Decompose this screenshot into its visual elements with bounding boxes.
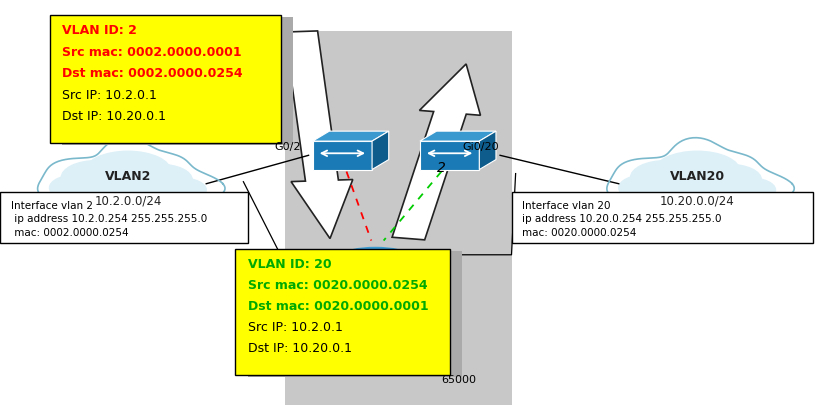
Text: Src IP: 10.2.0.1: Src IP: 10.2.0.1 bbox=[62, 88, 157, 101]
FancyBboxPatch shape bbox=[512, 192, 813, 243]
Text: VLAN ID: 20: VLAN ID: 20 bbox=[248, 257, 331, 270]
Ellipse shape bbox=[721, 178, 775, 202]
Ellipse shape bbox=[152, 178, 206, 202]
Text: ip address 10.20.0.254 255.255.255.0: ip address 10.20.0.254 255.255.255.0 bbox=[522, 214, 722, 224]
FancyBboxPatch shape bbox=[248, 251, 462, 377]
Text: Interface vlan 2: Interface vlan 2 bbox=[11, 200, 92, 211]
Ellipse shape bbox=[636, 171, 758, 201]
Text: Src mac: 0002.0000.0001: Src mac: 0002.0000.0001 bbox=[62, 46, 242, 59]
Text: Dst IP: 10.20.0.1: Dst IP: 10.20.0.1 bbox=[62, 110, 166, 123]
Text: VLAN20: VLAN20 bbox=[670, 170, 724, 183]
FancyBboxPatch shape bbox=[62, 18, 293, 146]
Polygon shape bbox=[313, 142, 372, 170]
Text: Src mac: 0020.0000.0254: Src mac: 0020.0000.0254 bbox=[248, 278, 427, 291]
Text: VLAN ID: 2: VLAN ID: 2 bbox=[62, 24, 137, 37]
Ellipse shape bbox=[654, 152, 740, 192]
Text: Dst mac: 0020.0000.0001: Dst mac: 0020.0000.0001 bbox=[248, 299, 428, 312]
Ellipse shape bbox=[50, 175, 104, 201]
Text: Dst mac: 0002.0000.0254: Dst mac: 0002.0000.0254 bbox=[62, 67, 243, 80]
Polygon shape bbox=[313, 132, 389, 142]
Text: 10.20.0.0/24: 10.20.0.0/24 bbox=[660, 194, 734, 207]
Ellipse shape bbox=[67, 171, 189, 201]
Ellipse shape bbox=[344, 272, 407, 287]
Polygon shape bbox=[372, 132, 389, 170]
Text: VLAN2: VLAN2 bbox=[105, 170, 151, 183]
Text: Src IP: 10.2.0.1: Src IP: 10.2.0.1 bbox=[248, 320, 342, 333]
Polygon shape bbox=[420, 132, 496, 142]
Text: Interface vlan 20: Interface vlan 20 bbox=[522, 200, 610, 211]
Ellipse shape bbox=[126, 165, 192, 196]
Ellipse shape bbox=[61, 161, 132, 195]
FancyBboxPatch shape bbox=[285, 32, 512, 405]
Text: 65000: 65000 bbox=[441, 374, 476, 384]
Text: G0/2: G0/2 bbox=[275, 142, 301, 151]
Ellipse shape bbox=[630, 161, 701, 195]
Ellipse shape bbox=[695, 165, 761, 196]
FancyBboxPatch shape bbox=[235, 249, 450, 375]
Ellipse shape bbox=[619, 175, 673, 201]
Polygon shape bbox=[392, 65, 480, 240]
Text: Gi0/20: Gi0/20 bbox=[462, 142, 498, 151]
Ellipse shape bbox=[85, 152, 171, 192]
Polygon shape bbox=[420, 142, 479, 170]
Text: Dst IP: 10.20.0.1: Dst IP: 10.20.0.1 bbox=[248, 341, 351, 354]
Polygon shape bbox=[479, 132, 496, 170]
Polygon shape bbox=[285, 32, 353, 239]
Ellipse shape bbox=[344, 248, 407, 262]
Text: ip address 10.2.0.254 255.255.255.0: ip address 10.2.0.254 255.255.255.0 bbox=[11, 214, 207, 224]
Text: 10.2.0.0/24: 10.2.0.0/24 bbox=[94, 194, 162, 207]
Text: 2: 2 bbox=[437, 161, 446, 175]
Polygon shape bbox=[344, 255, 407, 279]
FancyBboxPatch shape bbox=[50, 16, 280, 144]
Text: mac: 0020.0000.0254: mac: 0020.0000.0254 bbox=[522, 227, 637, 237]
Text: mac: 0002.0000.0254: mac: 0002.0000.0254 bbox=[11, 227, 129, 237]
FancyBboxPatch shape bbox=[0, 192, 248, 243]
